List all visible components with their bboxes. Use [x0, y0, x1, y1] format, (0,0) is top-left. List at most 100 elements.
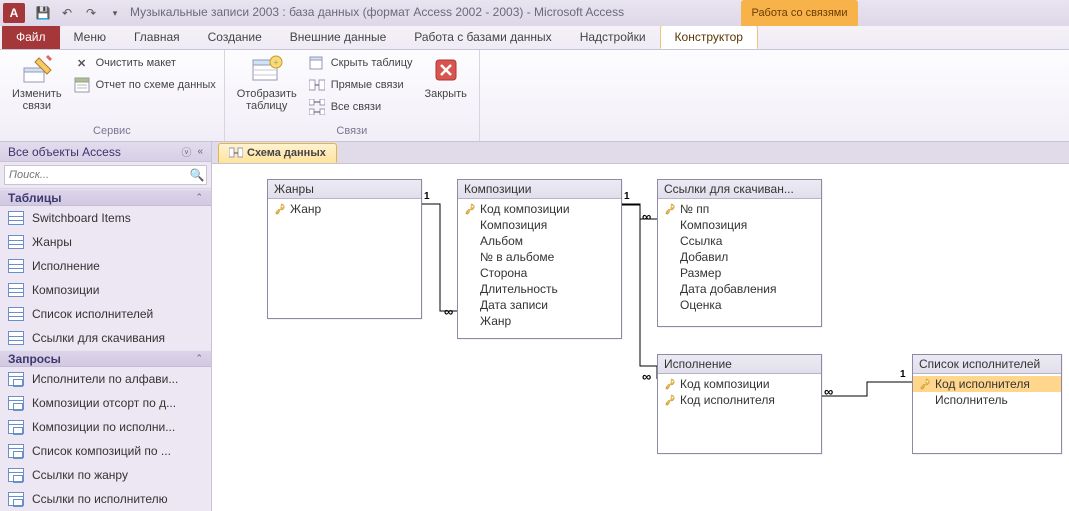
group-service-label: Сервис — [8, 125, 216, 141]
document-tabs: Схема данных — [212, 142, 1069, 164]
hide-table-label: Скрыть таблицу — [331, 57, 413, 69]
key-icon — [664, 267, 676, 279]
tab-home[interactable]: Главная — [120, 25, 194, 49]
clear-layout-button[interactable]: ✕ Очистить макет — [74, 52, 216, 74]
nav-table-item[interactable]: Исполнение — [0, 254, 211, 278]
table-field[interactable]: Дата добавления — [658, 281, 821, 297]
save-icon[interactable]: 💾 — [34, 4, 52, 22]
nav-item-label: Список композиций по ... — [32, 444, 171, 458]
all-relations-label: Все связи — [331, 101, 381, 113]
file-tab[interactable]: Файл — [2, 25, 60, 49]
field-label: Исполнитель — [935, 393, 1008, 407]
table-box[interactable]: Композиции Код композицииКомпозицияАльбом… — [457, 179, 622, 339]
section-tables[interactable]: Таблицы ⌃ — [0, 189, 211, 206]
section-queries[interactable]: Запросы ⌃ — [0, 350, 211, 367]
nav-table-item[interactable]: Жанры — [0, 230, 211, 254]
doc-tab-label: Схема данных — [247, 147, 326, 159]
edit-relations-button[interactable]: Изменить связи — [8, 52, 66, 114]
table-box[interactable]: Ссылки для скачиван... № пп КомпозицияСсыл… — [657, 179, 822, 327]
table-title: Ссылки для скачиван... — [658, 180, 821, 199]
section-queries-label: Запросы — [8, 352, 61, 366]
table-box[interactable]: ИсполнениеКод композицииКод исполнителя — [657, 354, 822, 454]
table-field[interactable]: № пп — [658, 201, 821, 217]
key-icon — [664, 203, 676, 215]
table-field[interactable]: Оценка — [658, 297, 821, 313]
table-field[interactable]: Добавил — [658, 249, 821, 265]
doc-tab-schema[interactable]: Схема данных — [218, 143, 337, 163]
table-field[interactable]: Код композиции — [458, 201, 621, 217]
tab-create[interactable]: Создание — [194, 25, 276, 49]
table-title: Композиции — [458, 180, 621, 199]
close-icon — [430, 54, 462, 86]
query-icon — [8, 468, 24, 482]
field-label: Размер — [680, 266, 721, 280]
table-field[interactable]: Жанр — [268, 201, 421, 217]
key-icon — [664, 378, 676, 390]
table-field[interactable]: Композиция — [458, 217, 621, 233]
tab-db-tools[interactable]: Работа с базами данных — [400, 25, 565, 49]
nav-query-item[interactable]: Ссылки по исполнителю — [0, 487, 211, 511]
nav-query-item[interactable]: Список композиций по ... — [0, 439, 211, 463]
table-icon — [8, 259, 24, 273]
hide-table-button[interactable]: Скрыть таблицу — [309, 52, 413, 74]
direct-relations-button[interactable]: Прямые связи — [309, 74, 413, 96]
nav-query-item[interactable]: Композиции по исполни... — [0, 415, 211, 439]
nav-table-item[interactable]: Список исполнителей — [0, 302, 211, 326]
nav-collapse-icon[interactable]: « — [197, 146, 203, 157]
table-field[interactable]: Код композиции — [658, 376, 821, 392]
ribbon-tabs: Файл Меню Главная Создание Внешние данны… — [0, 26, 1069, 50]
table-field[interactable]: Композиция — [658, 217, 821, 233]
redo-icon[interactable]: ↷ — [82, 4, 100, 22]
key-icon — [464, 251, 476, 263]
report-icon — [74, 77, 90, 93]
table-field[interactable]: Жанр — [458, 313, 621, 329]
table-icon — [8, 331, 24, 345]
field-label: № пп — [680, 202, 709, 216]
clear-icon: ✕ — [74, 55, 90, 71]
key-icon — [664, 235, 676, 247]
all-relations-icon — [309, 99, 325, 115]
table-field[interactable]: Размер — [658, 265, 821, 281]
table-field[interactable]: Исполнитель — [913, 392, 1061, 408]
close-button[interactable]: Закрыть — [421, 52, 471, 102]
nav-table-item[interactable]: Композиции — [0, 278, 211, 302]
contextual-tab-group-label: Работа со связями — [741, 0, 858, 26]
table-field[interactable]: Код исполнителя — [658, 392, 821, 408]
nav-table-item[interactable]: Switchboard Items — [0, 206, 211, 230]
nav-header[interactable]: Все объекты Access ⓥ « — [0, 142, 211, 162]
nav-query-item[interactable]: Ссылки по жанру — [0, 463, 211, 487]
relations-canvas[interactable]: 1∞1∞∞1∞ЖанрыЖанрКомпозицииКод композиции… — [212, 164, 1069, 511]
undo-icon[interactable]: ↶ — [58, 4, 76, 22]
nav-item-label: Исполнение — [32, 259, 100, 273]
show-table-button[interactable]: + Отобразить таблицу — [233, 52, 301, 114]
search-input[interactable] — [5, 169, 188, 181]
table-field[interactable]: Длительность — [458, 281, 621, 297]
table-field[interactable]: Дата записи — [458, 297, 621, 313]
all-relations-button[interactable]: Все связи — [309, 96, 413, 118]
tab-addins[interactable]: Надстройки — [566, 25, 660, 49]
table-field[interactable]: Код исполнителя — [913, 376, 1061, 392]
tab-designer[interactable]: Конструктор — [660, 25, 758, 49]
relation-report-button[interactable]: Отчет по схеме данных — [74, 74, 216, 96]
nav-query-item[interactable]: Композиции отсорт по д... — [0, 391, 211, 415]
nav-query-item[interactable]: Исполнители по алфави... — [0, 367, 211, 391]
qat-more-icon[interactable]: ▾ — [106, 4, 124, 22]
search-icon[interactable]: 🔍 — [188, 168, 206, 182]
field-label: Композиция — [680, 218, 747, 232]
table-field[interactable]: № в альбоме — [458, 249, 621, 265]
nav-search: 🔍 — [0, 162, 211, 189]
cardinality-one: 1 — [900, 369, 906, 380]
nav-dropdown-icon[interactable]: ⓥ — [181, 144, 191, 159]
tab-external[interactable]: Внешние данные — [276, 25, 401, 49]
nav-table-item[interactable]: Ссылки для скачивания — [0, 326, 211, 350]
table-field[interactable]: Сторона — [458, 265, 621, 281]
tab-menu[interactable]: Меню — [60, 25, 120, 49]
table-box[interactable]: ЖанрыЖанр — [267, 179, 422, 319]
chevron-up-icon: ⌃ — [195, 192, 203, 203]
table-box[interactable]: Список исполнителейКод исполнителяИсполн… — [912, 354, 1062, 454]
table-field[interactable]: Ссылка — [658, 233, 821, 249]
table-field[interactable]: Альбом — [458, 233, 621, 249]
key-icon — [464, 267, 476, 279]
nav-item-label: Исполнители по алфави... — [32, 372, 178, 386]
relations-icon — [229, 147, 243, 159]
